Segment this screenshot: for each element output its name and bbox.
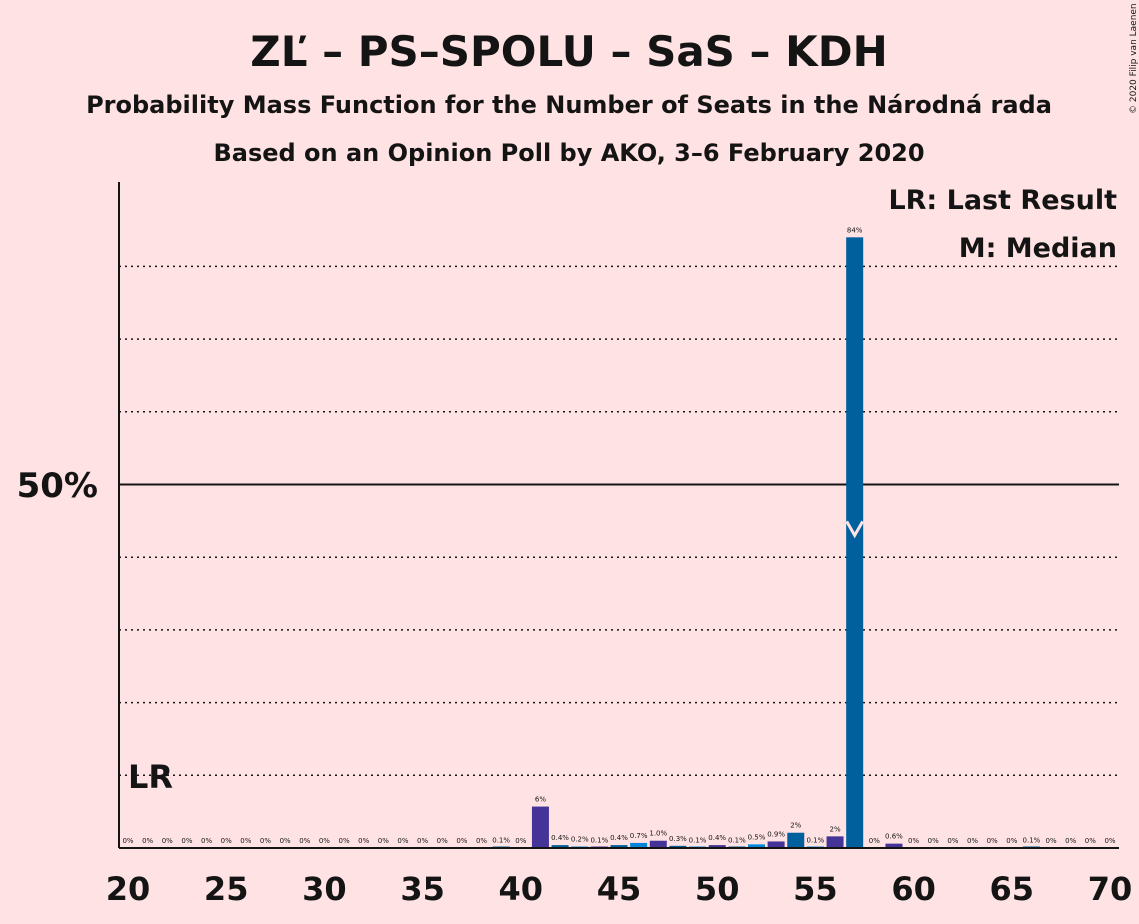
x-tick-45: 45 — [597, 870, 642, 908]
chart-title: ZĽ – PS–SPOLU – SaS – KDH — [250, 27, 888, 76]
bar-label-30: 0% — [319, 837, 330, 845]
bar-label-32: 0% — [358, 837, 369, 845]
bar-label-26: 0% — [240, 837, 251, 845]
bar-seat-56 — [826, 836, 844, 848]
bar-label-58: 0% — [869, 837, 880, 845]
bar-label-40: 0% — [515, 837, 526, 845]
bar-seat-41 — [531, 806, 549, 848]
x-tick-30: 30 — [302, 870, 347, 908]
bar-label-52: 0.5% — [748, 833, 766, 841]
x-tick-50: 50 — [695, 870, 740, 908]
bar-label-63: 0% — [967, 837, 978, 845]
x-tick-55: 55 — [793, 870, 838, 908]
bar-label-31: 0% — [338, 837, 349, 845]
bar-label-61: 0% — [928, 837, 939, 845]
bar-label-38: 0% — [476, 837, 487, 845]
bar-label-42: 0.4% — [551, 834, 569, 842]
bar-label-35: 0% — [417, 837, 428, 845]
bar-label-39: 0.1% — [492, 836, 510, 844]
y-tick-50: 50% — [17, 466, 98, 506]
median-marker — [845, 520, 864, 539]
bar-seat-42 — [551, 845, 569, 848]
bar-label-68: 0% — [1065, 837, 1076, 845]
bar-seat-45 — [610, 845, 628, 848]
bar-label-56: 2% — [829, 825, 840, 833]
bar-label-20: 0% — [122, 837, 133, 845]
bar-seat-48 — [669, 845, 687, 848]
chart-subtitle: Probability Mass Function for the Number… — [86, 91, 1052, 119]
bar-label-43: 0.2% — [571, 836, 589, 844]
bar-label-23: 0% — [181, 837, 192, 845]
bar-label-22: 0% — [162, 837, 173, 845]
bar-label-37: 0% — [456, 837, 467, 845]
legend-median: M: Median — [959, 233, 1117, 264]
bar-label-49: 0.1% — [689, 836, 707, 844]
x-tick-35: 35 — [400, 870, 445, 908]
bar-label-48: 0.3% — [669, 835, 687, 843]
x-tick-20: 20 — [106, 870, 151, 908]
bar-seat-50 — [708, 845, 726, 848]
bar-seat-52 — [747, 844, 765, 848]
x-tick-labels: 20 25 30 35 40 45 50 55 60 65 70 — [106, 870, 1133, 908]
bar-seat-54 — [787, 832, 805, 848]
bar-label-55: 0.1% — [807, 836, 825, 844]
bar-label-36: 0% — [437, 837, 448, 845]
bar-label-21: 0% — [142, 837, 153, 845]
x-tick-70: 70 — [1088, 870, 1133, 908]
bar-label-27: 0% — [260, 837, 271, 845]
bar-seat-46 — [630, 842, 648, 848]
bar-label-64: 0% — [987, 837, 998, 845]
bar-label-65: 0% — [1006, 837, 1017, 845]
x-tick-60: 60 — [891, 870, 936, 908]
legend-last-result: LR: Last Result — [888, 185, 1117, 216]
bar-seat-47 — [649, 840, 667, 848]
bar-seat-53 — [767, 841, 785, 848]
bar-label-44: 0.1% — [590, 836, 608, 844]
bar-label-66: 0.1% — [1023, 836, 1041, 844]
bar-label-54: 2% — [790, 822, 801, 830]
copyright-note: © 2020 Filip van Laenen — [1129, 3, 1139, 114]
chart-source: Based on an Opinion Poll by AKO, 3–6 Feb… — [213, 139, 924, 167]
bar-label-33: 0% — [378, 837, 389, 845]
bar-label-57: 84% — [847, 226, 863, 234]
bar-label-51: 0.1% — [728, 836, 746, 844]
gridlines — [119, 265, 1119, 777]
bar-label-45: 0.4% — [610, 834, 628, 842]
bar-labels-group: 0% 0% 0% 0% 0% 0% 0% 0% 0% 0% 0% 0% 0% 0% 0% 0% 0% 0% 0% 0.… — [122, 226, 1115, 845]
bar-label-47: 1.0% — [649, 830, 667, 838]
bar-label-24: 0% — [201, 837, 212, 845]
x-tick-25: 25 — [204, 870, 249, 908]
x-tick-65: 65 — [990, 870, 1035, 908]
bar-label-59: 0.6% — [885, 833, 903, 841]
bar-label-53: 0.9% — [767, 830, 785, 838]
bar-seat-57 — [846, 237, 864, 848]
bar-label-34: 0% — [397, 837, 408, 845]
bar-label-50: 0.4% — [708, 834, 726, 842]
bar-label-41: 6% — [535, 796, 546, 804]
x-tick-40: 40 — [499, 870, 544, 908]
bar-label-69: 0% — [1085, 837, 1096, 845]
last-result-marker: LR — [128, 758, 173, 796]
bar-label-62: 0% — [947, 837, 958, 845]
bar-label-70: 0% — [1104, 837, 1115, 845]
bar-label-28: 0% — [280, 837, 291, 845]
bar-label-67: 0% — [1046, 837, 1057, 845]
bar-label-60: 0% — [908, 837, 919, 845]
bar-label-46: 0.7% — [630, 832, 648, 840]
bars-group — [492, 237, 1040, 848]
bar-label-25: 0% — [221, 837, 232, 845]
bar-label-29: 0% — [299, 837, 310, 845]
bar-seat-59 — [885, 843, 903, 848]
